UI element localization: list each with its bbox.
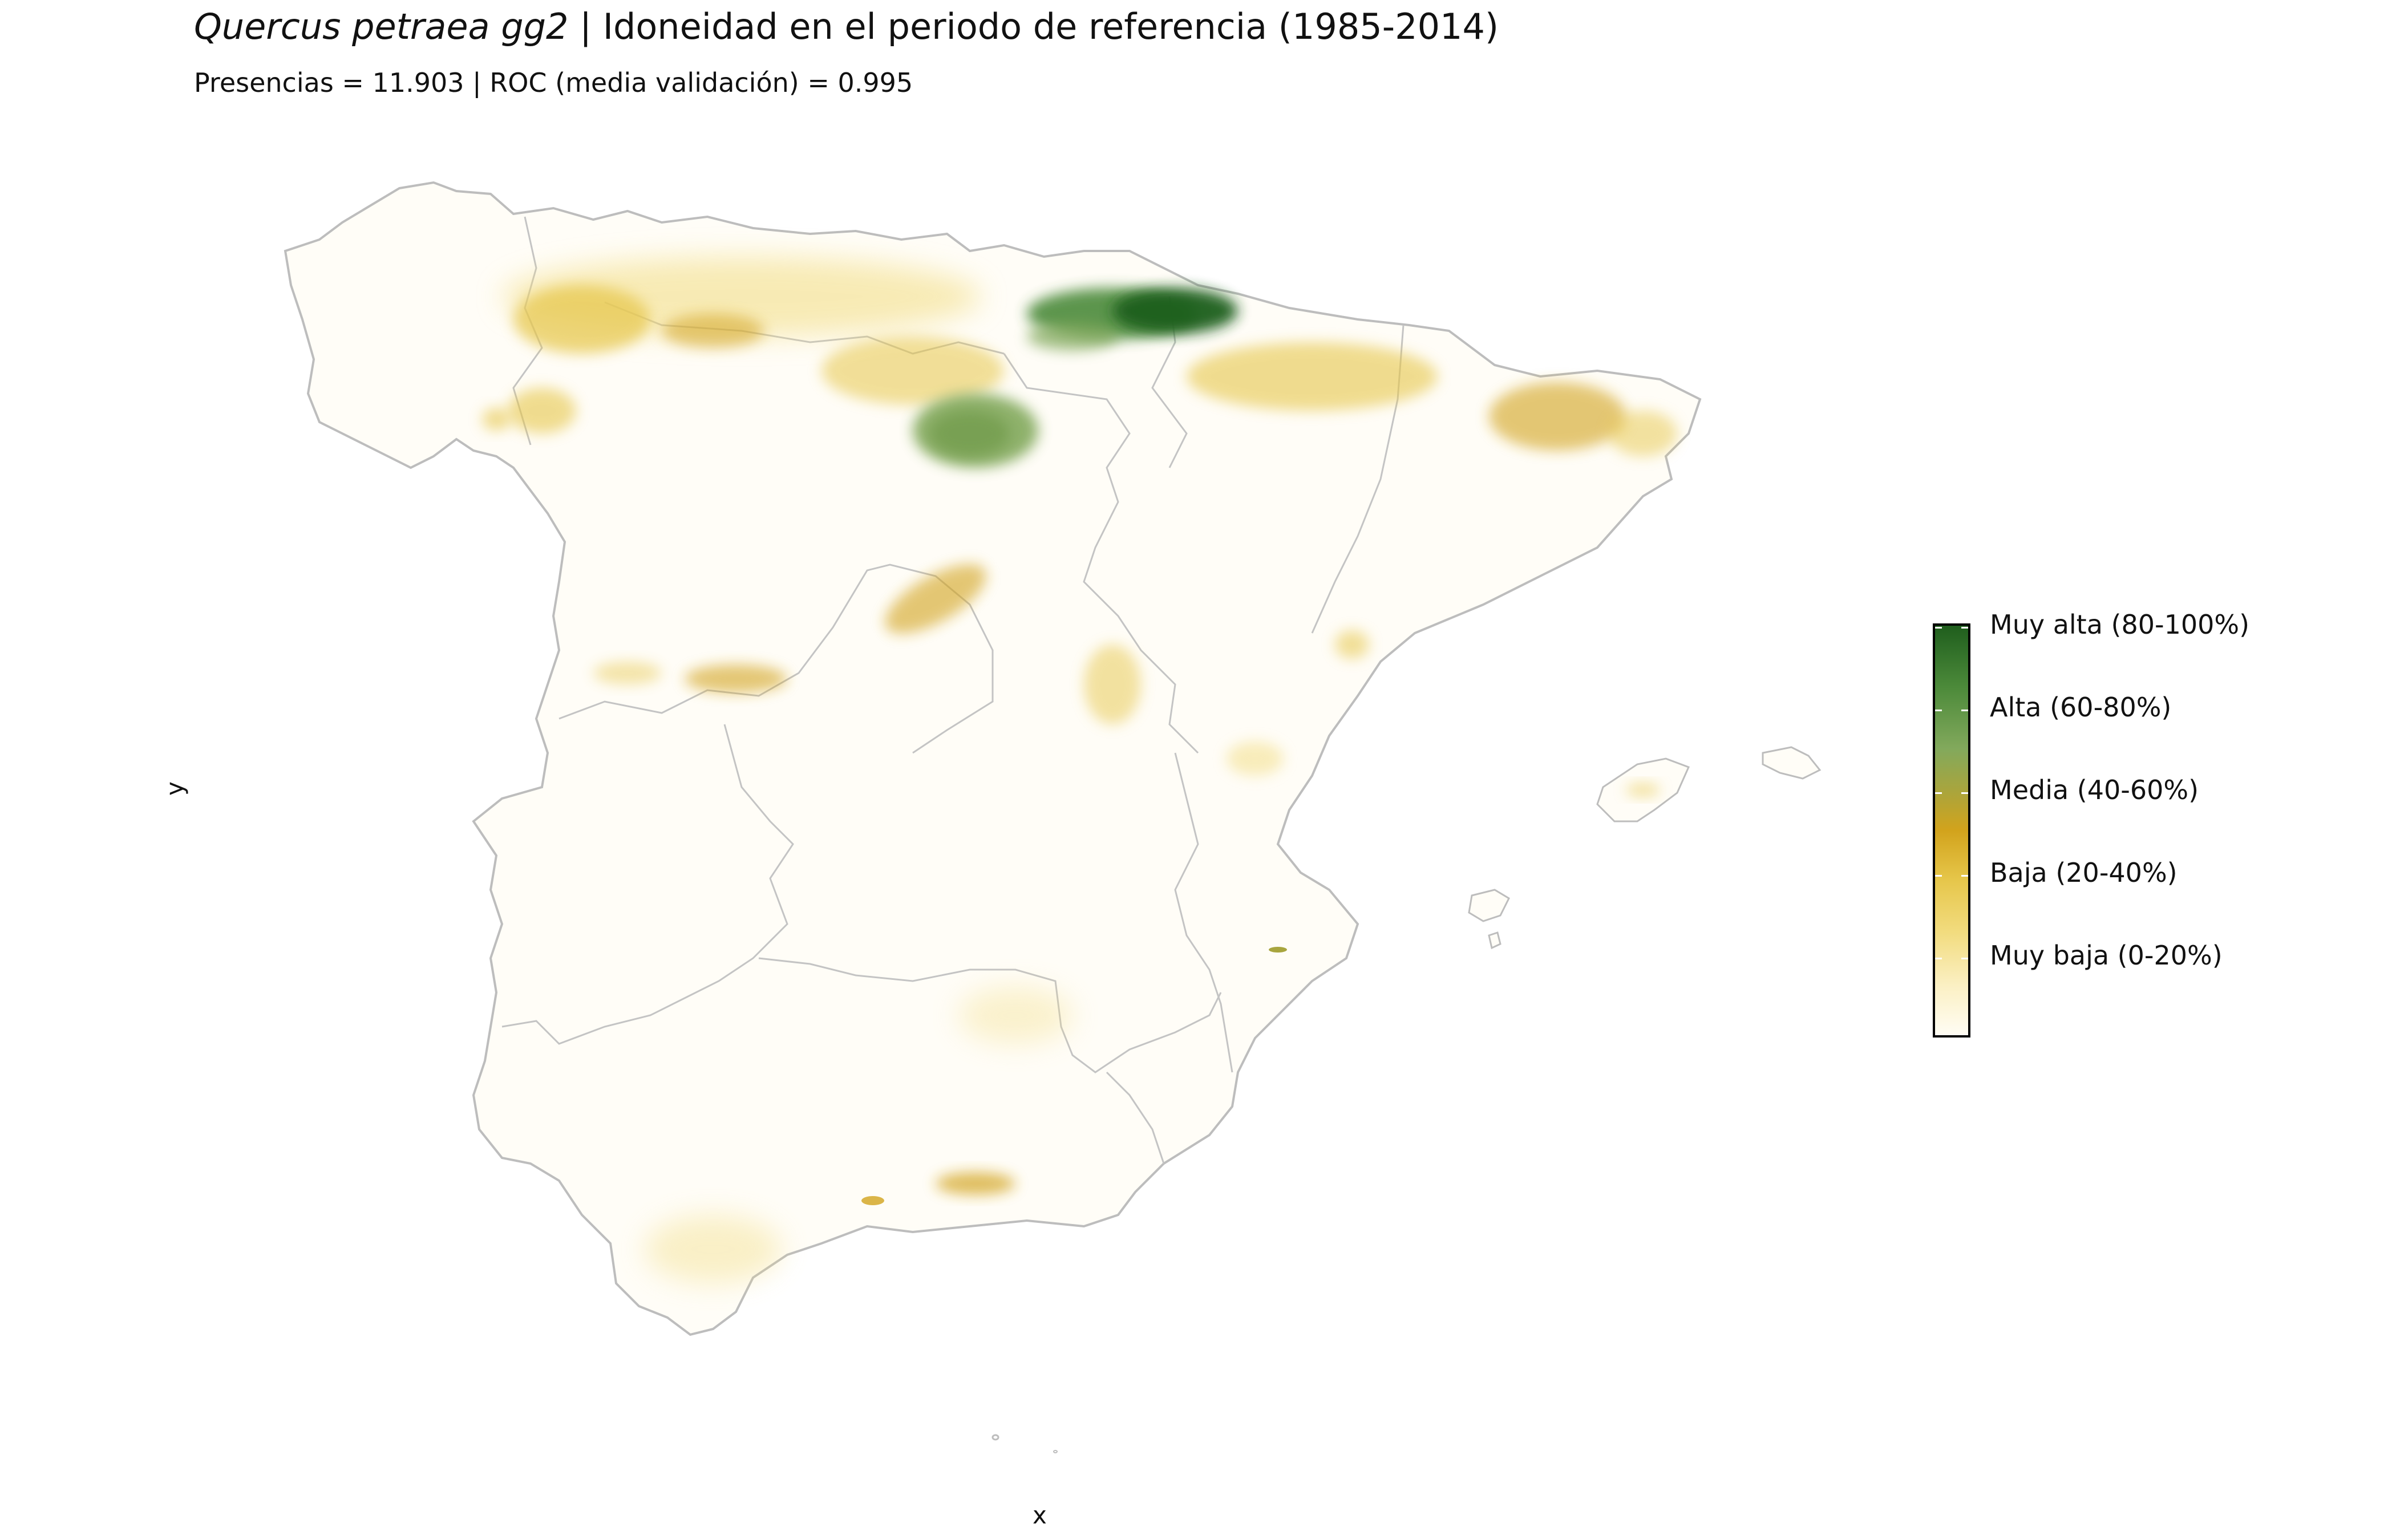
alboran-island xyxy=(991,1434,999,1441)
legend-label-muy-alta: Muy alta (80-100%) xyxy=(1990,609,2250,640)
peninsula-outline xyxy=(284,181,1702,1336)
chart-subtitle: Presencias = 11.903 | ROC (media validac… xyxy=(194,67,913,98)
formentera xyxy=(1488,931,1501,950)
title-text: | Idoneidad en el periodo de referencia … xyxy=(568,6,1499,47)
ibiza xyxy=(1468,889,1510,922)
y-axis-label: y xyxy=(161,781,189,796)
menorca xyxy=(1762,746,1822,780)
legend-colorbar xyxy=(1933,623,1970,1038)
legend-label-alta: Alta (60-80%) xyxy=(1990,692,2172,723)
suitability-patches xyxy=(482,257,1677,1283)
small-islet xyxy=(1053,1450,1058,1453)
legend-label-baja: Baja (20-40%) xyxy=(1990,857,2178,888)
legend-label-media: Media (40-60%) xyxy=(1990,775,2199,805)
x-axis-label: x xyxy=(1033,1501,1047,1529)
chart-title: Quercus petraea gg2 | Idoneidad en el pe… xyxy=(194,6,1499,47)
legend-label-muy-baja: Muy baja (0-20%) xyxy=(1990,940,2223,971)
species-name: Quercus petraea gg2 xyxy=(194,6,569,47)
